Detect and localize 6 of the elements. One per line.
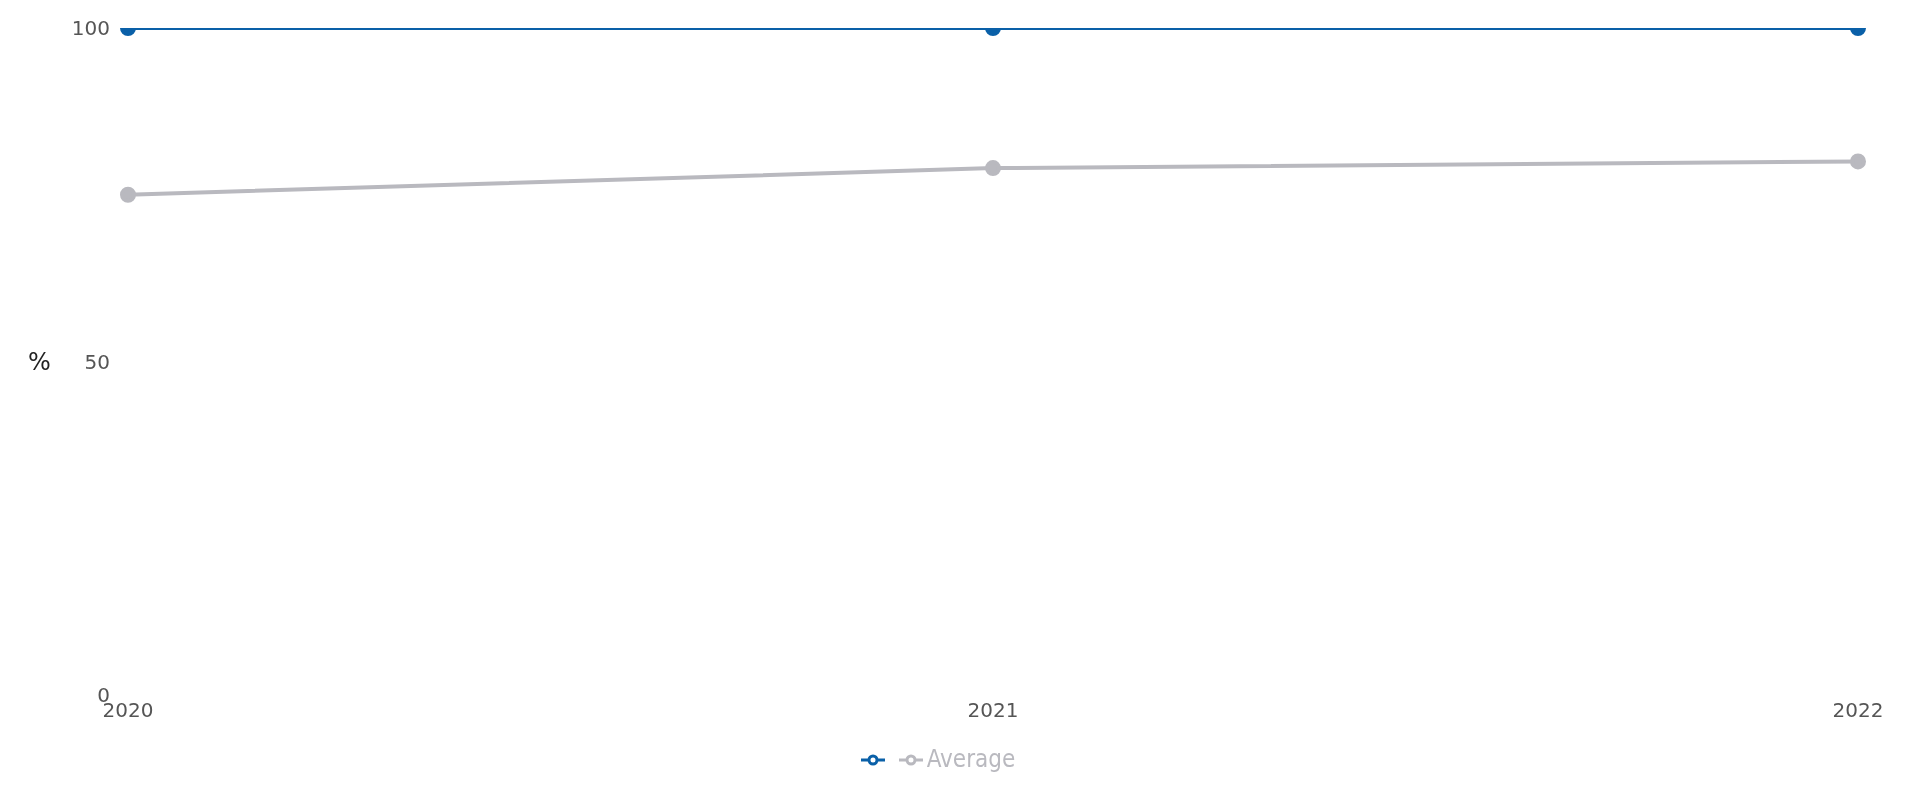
legend-label: Average [926,745,1016,773]
y-tick-label: 100 [71,16,110,41]
y-axis-title: % [28,348,51,377]
y-tick-label: 50 [84,349,110,374]
x-tick-label: 2022 [1832,698,1884,723]
x-tick-label: 2021 [967,698,1019,723]
